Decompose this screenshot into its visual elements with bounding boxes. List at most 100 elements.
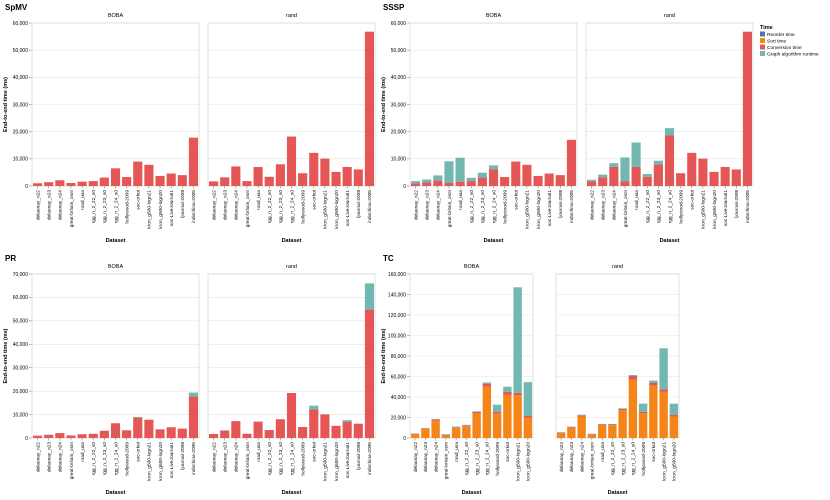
y-tick-label: 60,000	[13, 295, 29, 301]
y-tick-label: 20,000	[13, 129, 29, 135]
x-tick-label: soc-orkut	[136, 441, 142, 461]
x-tick-label: great-britain_osm	[245, 190, 251, 227]
bar-conversion-time	[264, 176, 274, 186]
y-tick-label: 0	[25, 184, 28, 190]
bar-conversion-time	[631, 166, 641, 186]
bar-sort-time	[410, 433, 420, 438]
chart-title: TC	[383, 254, 394, 263]
x-tick-label: kron_g500-logn21	[515, 442, 521, 481]
chart-title: SSSP	[383, 3, 405, 12]
bar-conversion-time	[444, 183, 454, 186]
bar-conversion-time	[609, 166, 619, 186]
legend-label: Sort time	[767, 38, 787, 44]
x-tick-label: rgg_n_2_23_s0	[102, 442, 108, 476]
facet-title: BOBA	[486, 13, 502, 19]
x-tick-label: delaunay_n23	[569, 442, 575, 472]
x-tick-label: delaunay_n22	[211, 190, 217, 220]
bar-sort-time	[556, 432, 566, 438]
bar-conversion-time	[220, 177, 230, 186]
x-tick-label: great-britain_osm	[69, 190, 75, 227]
x-tick-label: delaunay_n24	[234, 190, 240, 220]
x-tick-label: hollywood-2009	[641, 442, 647, 476]
x-tick-label: kron_g500-logn21	[661, 442, 667, 481]
bar-conversion-time	[455, 181, 465, 186]
bar-conversion-time	[253, 166, 263, 186]
bar-conversion-time	[66, 183, 76, 186]
x-axis-label: Dataset	[660, 238, 680, 244]
y-tick-label: 30,000	[13, 102, 29, 108]
bar-conversion-time	[133, 161, 143, 186]
bar-sort-time	[669, 416, 679, 438]
bar-conversion-time	[88, 181, 98, 186]
y-tick-label: 0	[25, 436, 28, 442]
bar-conversion-time	[503, 391, 512, 395]
bar-conversion-time	[55, 433, 65, 438]
bar-graph-algorithm-runtime	[620, 157, 630, 182]
x-tick-label: hollywood-2009	[678, 190, 684, 224]
bar-conversion-time	[44, 182, 54, 186]
y-tick-label: 50,000	[391, 48, 407, 54]
bar-conversion-time	[275, 164, 285, 186]
bar-graph-algorithm-runtime	[309, 405, 319, 410]
bar-graph-algorithm-runtime	[451, 426, 461, 428]
bar-conversion-time	[638, 411, 648, 414]
x-tick-label: kron_g500-logn21	[323, 190, 329, 229]
chart-spmv: SpMV 0 10,000 20,000 30,000 40,000 50,000 60,00…	[3, 3, 376, 244]
x-axis-label: Dataset	[484, 238, 504, 244]
bar-conversion-time	[664, 135, 675, 186]
facet-rand: rand delaunay_n22 delaunay_n23 delaunay_n24…	[207, 264, 376, 496]
x-tick-label: rgg_n_2_23_s0	[278, 442, 284, 476]
x-tick-label: road_usa	[80, 442, 86, 462]
y-tick-label: 10,000	[13, 157, 29, 163]
x-tick-label: rgg_n_2_22_s0	[91, 190, 97, 224]
bar-conversion-time	[544, 173, 554, 186]
x-tick-label: rgg_n_2_24_s0	[667, 190, 673, 224]
bar-conversion-time	[422, 182, 432, 186]
facet-title: rand	[286, 264, 297, 270]
x-tick-label: road_usa	[600, 442, 606, 462]
facet-frame	[409, 273, 534, 439]
bar-conversion-time	[55, 180, 65, 186]
bar-conversion-time	[742, 31, 752, 187]
facet-boba: BOBA delaunay_n22 delaunay_n23 delaunay_n24…	[409, 13, 578, 244]
x-tick-label: road_usa	[458, 190, 464, 210]
x-tick-label: rgg_n_2_24_s0	[631, 442, 637, 476]
bar-conversion-time	[253, 421, 263, 438]
chart-title: SpMV	[5, 3, 28, 12]
y-tick-label: 30,000	[391, 102, 407, 108]
x-tick-label: rgg_n_2_24_s0	[485, 442, 491, 476]
bar-graph-algorithm-runtime	[669, 403, 679, 415]
facet-title: rand	[664, 13, 675, 19]
bar-conversion-time	[309, 152, 319, 186]
x-axis-label: Dataset	[608, 490, 628, 496]
bar-conversion-time	[466, 181, 476, 186]
y-tick-label: 100,000	[388, 333, 406, 339]
x-tick-label: road_usa	[634, 190, 640, 210]
y-tick-label: 40,000	[391, 395, 407, 401]
x-tick-label: indochina-2005	[569, 190, 575, 223]
y-tick-label: 50,000	[13, 48, 29, 54]
bar-conversion-time	[698, 158, 708, 186]
bar-conversion-time	[533, 175, 543, 186]
bar-graph-algorithm-runtime	[488, 165, 499, 170]
bar-sort-time	[659, 391, 668, 438]
bar-graph-algorithm-runtime	[587, 433, 597, 435]
x-tick-label: kron_g500-logn20	[158, 190, 164, 229]
bar-conversion-time	[220, 430, 230, 438]
bar-graph-algorithm-runtime	[188, 392, 198, 397]
bar-conversion-time	[309, 409, 319, 438]
facet-title: BOBA	[108, 264, 124, 270]
y-tick-label: 70,000	[13, 272, 29, 278]
chart-sssp: SSSP 0 10,000 20,000 30,000 40,000 50,000 60,00…	[381, 3, 754, 244]
x-tick-label: great-britain_osm	[444, 442, 450, 479]
bar-graph-algorithm-runtime	[577, 414, 586, 416]
y-tick-label: 0	[403, 184, 406, 190]
bar-conversion-time	[320, 414, 330, 438]
x-tick-label: rgg_n_2_23_s0	[102, 190, 108, 224]
bar-graph-algorithm-runtime	[608, 423, 617, 425]
x-tick-label: delaunay_n23	[47, 190, 53, 220]
bar-graph-algorithm-runtime	[431, 419, 440, 420]
bar-conversion-time	[482, 383, 492, 387]
x-tick-label: rgg_n_2_24_s0	[491, 190, 497, 224]
bar-conversion-time	[411, 183, 421, 186]
